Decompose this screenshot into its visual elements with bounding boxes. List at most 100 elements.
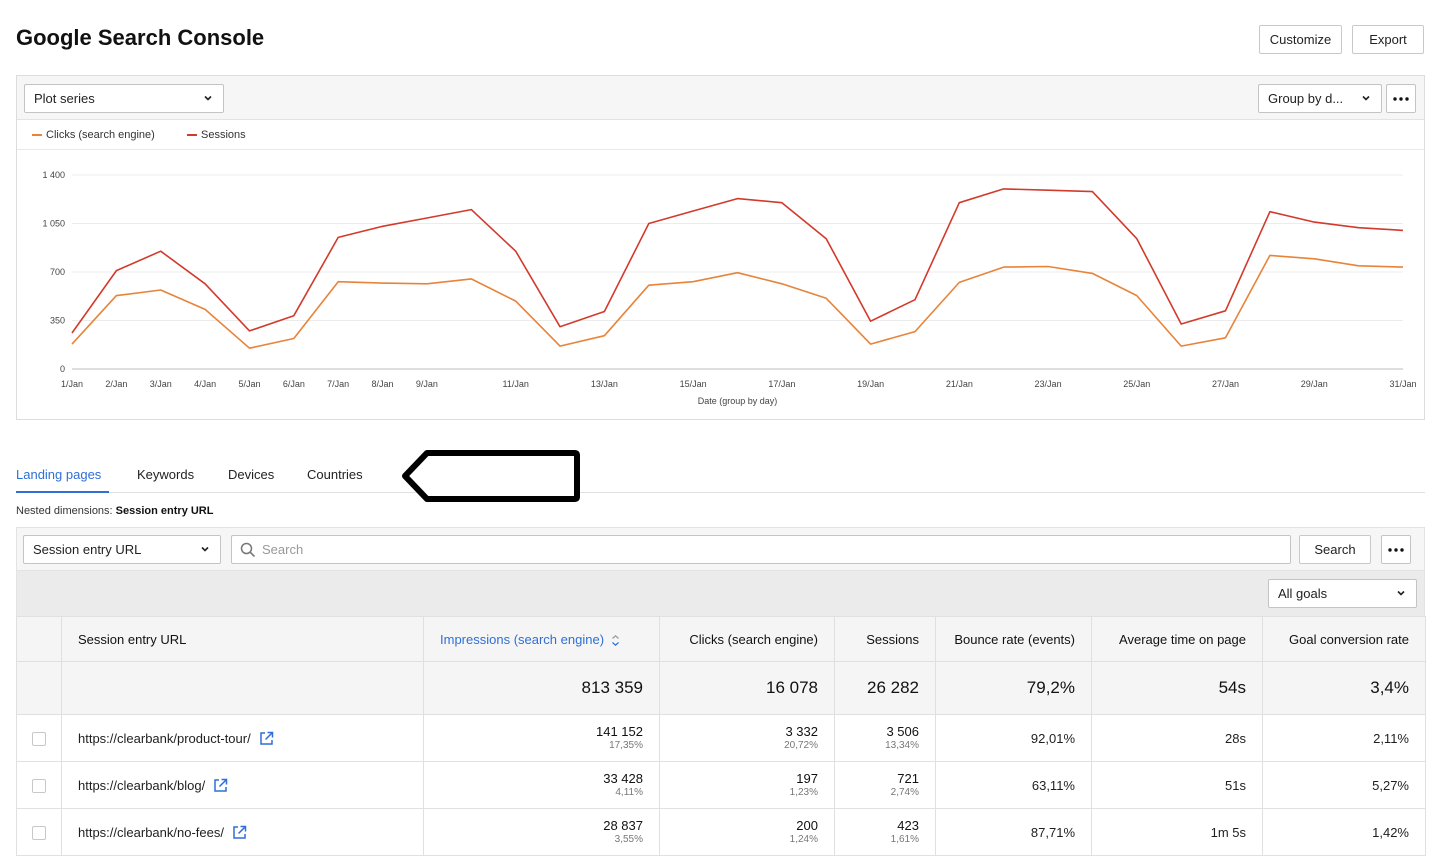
header-sessions[interactable]: Sessions [834,616,936,662]
sessions-value: 721 [897,771,919,786]
x-tick-label: 23/Jan [1035,379,1062,389]
y-tick-label: 1 400 [42,170,65,180]
x-tick-label: 31/Jan [1389,379,1416,389]
impressions-value: 141 152 [596,724,643,739]
chart-toolbar: Plot series Group by d... [17,76,1424,120]
tab-devices[interactable]: Devices [228,467,275,482]
row-checkbox-cell [16,808,62,856]
row-checkbox[interactable] [32,731,46,746]
plot-series-label: Plot series [34,91,95,106]
tab-countries[interactable]: Countries [307,467,363,482]
y-tick-label: 350 [50,316,65,326]
header-session-entry-url[interactable]: Session entry URL [61,616,424,662]
header-avg-time[interactable]: Average time on page [1091,616,1263,662]
impressions-value: 33 428 [603,771,643,786]
legend-item-sessions[interactable]: Sessions [187,129,246,141]
search-input[interactable]: Search [231,535,1291,564]
avg-time-cell: 28s [1091,714,1263,762]
url-link[interactable]: https://clearbank/product-tour/ [78,731,251,747]
table-row: https://clearbank/blog/ 33 428 4,11% 197 1… [16,761,1426,809]
clicks-cell: 200 1,24% [659,808,835,856]
external-link-icon[interactable] [259,731,274,746]
header-label: Average time on page [1119,631,1246,647]
chevron-down-icon [204,95,212,101]
x-tick-label: 25/Jan [1123,379,1150,389]
goal-conversion-cell: 2,11% [1262,714,1426,762]
clicks-share: 20,72% [784,740,818,751]
landing-pages-table: Session entry URL Impressions (search en… [16,616,1426,856]
x-tick-label: 11/Jan [502,379,528,389]
legend-swatch-clicks [32,134,42,136]
clicks-value: 3 332 [785,724,818,739]
legend-item-clicks[interactable]: Clicks (search engine) [32,129,155,141]
external-link-icon[interactable] [232,825,247,840]
export-button[interactable]: Export [1352,25,1424,54]
more-dots-icon [1393,96,1409,101]
clicks-cell: 197 1,23% [659,761,835,809]
table-row: https://clearbank/product-tour/ 141 152 1… [16,714,1426,762]
y-tick-label: 0 [60,364,65,374]
more-dots-icon [1388,547,1404,552]
dimension-select[interactable]: Session entry URL [23,535,221,564]
plot-series-select[interactable]: Plot series [24,84,224,113]
external-link-icon[interactable] [213,778,228,793]
header-select-column [16,616,62,662]
table-more-button[interactable] [1381,535,1411,564]
clicks-cell: 3 332 20,72% [659,714,835,762]
active-tab-indicator [16,491,109,493]
impressions-share: 17,35% [609,740,643,751]
x-tick-label: 6/Jan [283,379,305,389]
impressions-share: 4,11% [615,787,643,798]
group-by-select[interactable]: Group by d... [1258,84,1382,113]
x-tick-label: 2/Jan [105,379,127,389]
x-tick-label: 13/Jan [591,379,618,389]
x-tick-label: 8/Jan [372,379,394,389]
clicks-value: 197 [796,771,818,786]
header-clicks[interactable]: Clicks (search engine) [659,616,835,662]
header-goal-conversion[interactable]: Goal conversion rate [1262,616,1426,662]
row-checkbox[interactable] [32,825,46,840]
customize-button[interactable]: Customize [1259,25,1342,54]
sessions-cell: 3 506 13,34% [834,714,936,762]
impressions-cell: 28 837 3,55% [423,808,660,856]
total-avg-time: 54s [1091,661,1263,715]
url-link[interactable]: https://clearbank/no-fees/ [78,825,224,841]
header-label: Sessions [866,631,919,647]
bounce-rate-cell: 87,71% [935,808,1092,856]
goals-bar: All goals [16,571,1425,616]
search-icon [240,542,256,558]
totals-row: 813 359 16 078 26 282 79,2% 54s 3,4% [16,661,1426,715]
goals-select[interactable]: All goals [1268,579,1417,608]
x-tick-label: 17/Jan [768,379,795,389]
row-checkbox[interactable] [32,778,46,793]
chevron-down-icon [1362,95,1370,101]
impressions-cell: 141 152 17,35% [423,714,660,762]
tab-landing-pages[interactable]: Landing pages [16,467,102,482]
table-row: https://clearbank/no-fees/ 28 837 3,55% 2… [16,808,1426,856]
sessions-cell: 721 2,74% [834,761,936,809]
header-impressions[interactable]: Impressions (search engine) [423,616,660,662]
total-bounce-rate: 79,2% [935,661,1092,715]
x-tick-label: 1/Jan [61,379,83,389]
x-tick-label: 15/Jan [680,379,707,389]
sessions-share: 13,34% [885,740,919,751]
header-label: Bounce rate (events) [954,631,1075,647]
chart-more-button[interactable] [1386,84,1416,113]
sort-icon [612,634,619,646]
goal-conversion-cell: 1,42% [1262,808,1426,856]
search-button[interactable]: Search [1299,535,1371,564]
url-link[interactable]: https://clearbank/blog/ [78,778,206,794]
dimension-select-label: Session entry URL [33,542,142,557]
bounce-rate-cell: 92,01% [935,714,1092,762]
search-placeholder: Search [262,542,304,557]
sessions-cell: 423 1,61% [834,808,936,856]
legend-swatch-sessions [187,134,197,136]
url-cell: https://clearbank/product-tour/ [61,714,424,762]
header-bounce-rate[interactable]: Bounce rate (events) [935,616,1092,662]
callout-arrow-marker [402,450,580,502]
tab-keywords[interactable]: Keywords [137,467,195,482]
x-tick-label: 29/Jan [1301,379,1328,389]
bounce-rate-cell: 63,11% [935,761,1092,809]
x-tick-label: 19/Jan [857,379,884,389]
x-tick-label: 4/Jan [194,379,216,389]
